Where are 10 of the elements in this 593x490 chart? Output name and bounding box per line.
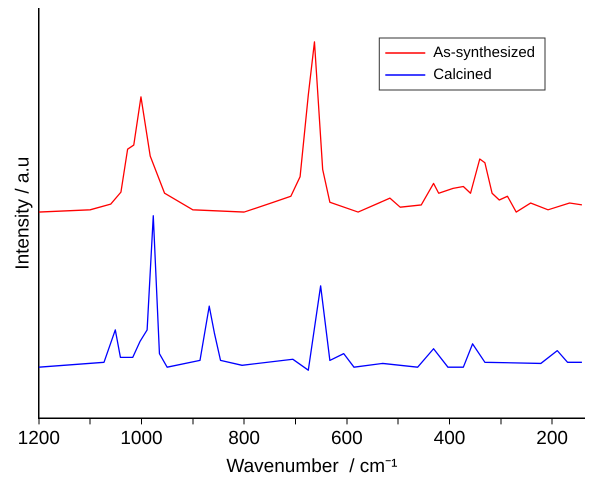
x-tick-label: 1200 — [18, 428, 60, 450]
x-tick-label: 400 — [434, 428, 466, 450]
legend-label: As-synthesized — [433, 44, 536, 62]
x-tick-label: 200 — [536, 428, 568, 450]
x-axis-title: Wavenumber / cm⁻¹ — [226, 456, 398, 477]
x-tick-label: 800 — [228, 428, 260, 450]
legend-label: Calcined — [433, 66, 492, 84]
x-tick-label: 1000 — [120, 428, 163, 450]
y-axis-title: Intensity / a.u — [12, 156, 34, 270]
x-tick-label: 600 — [330, 428, 363, 450]
